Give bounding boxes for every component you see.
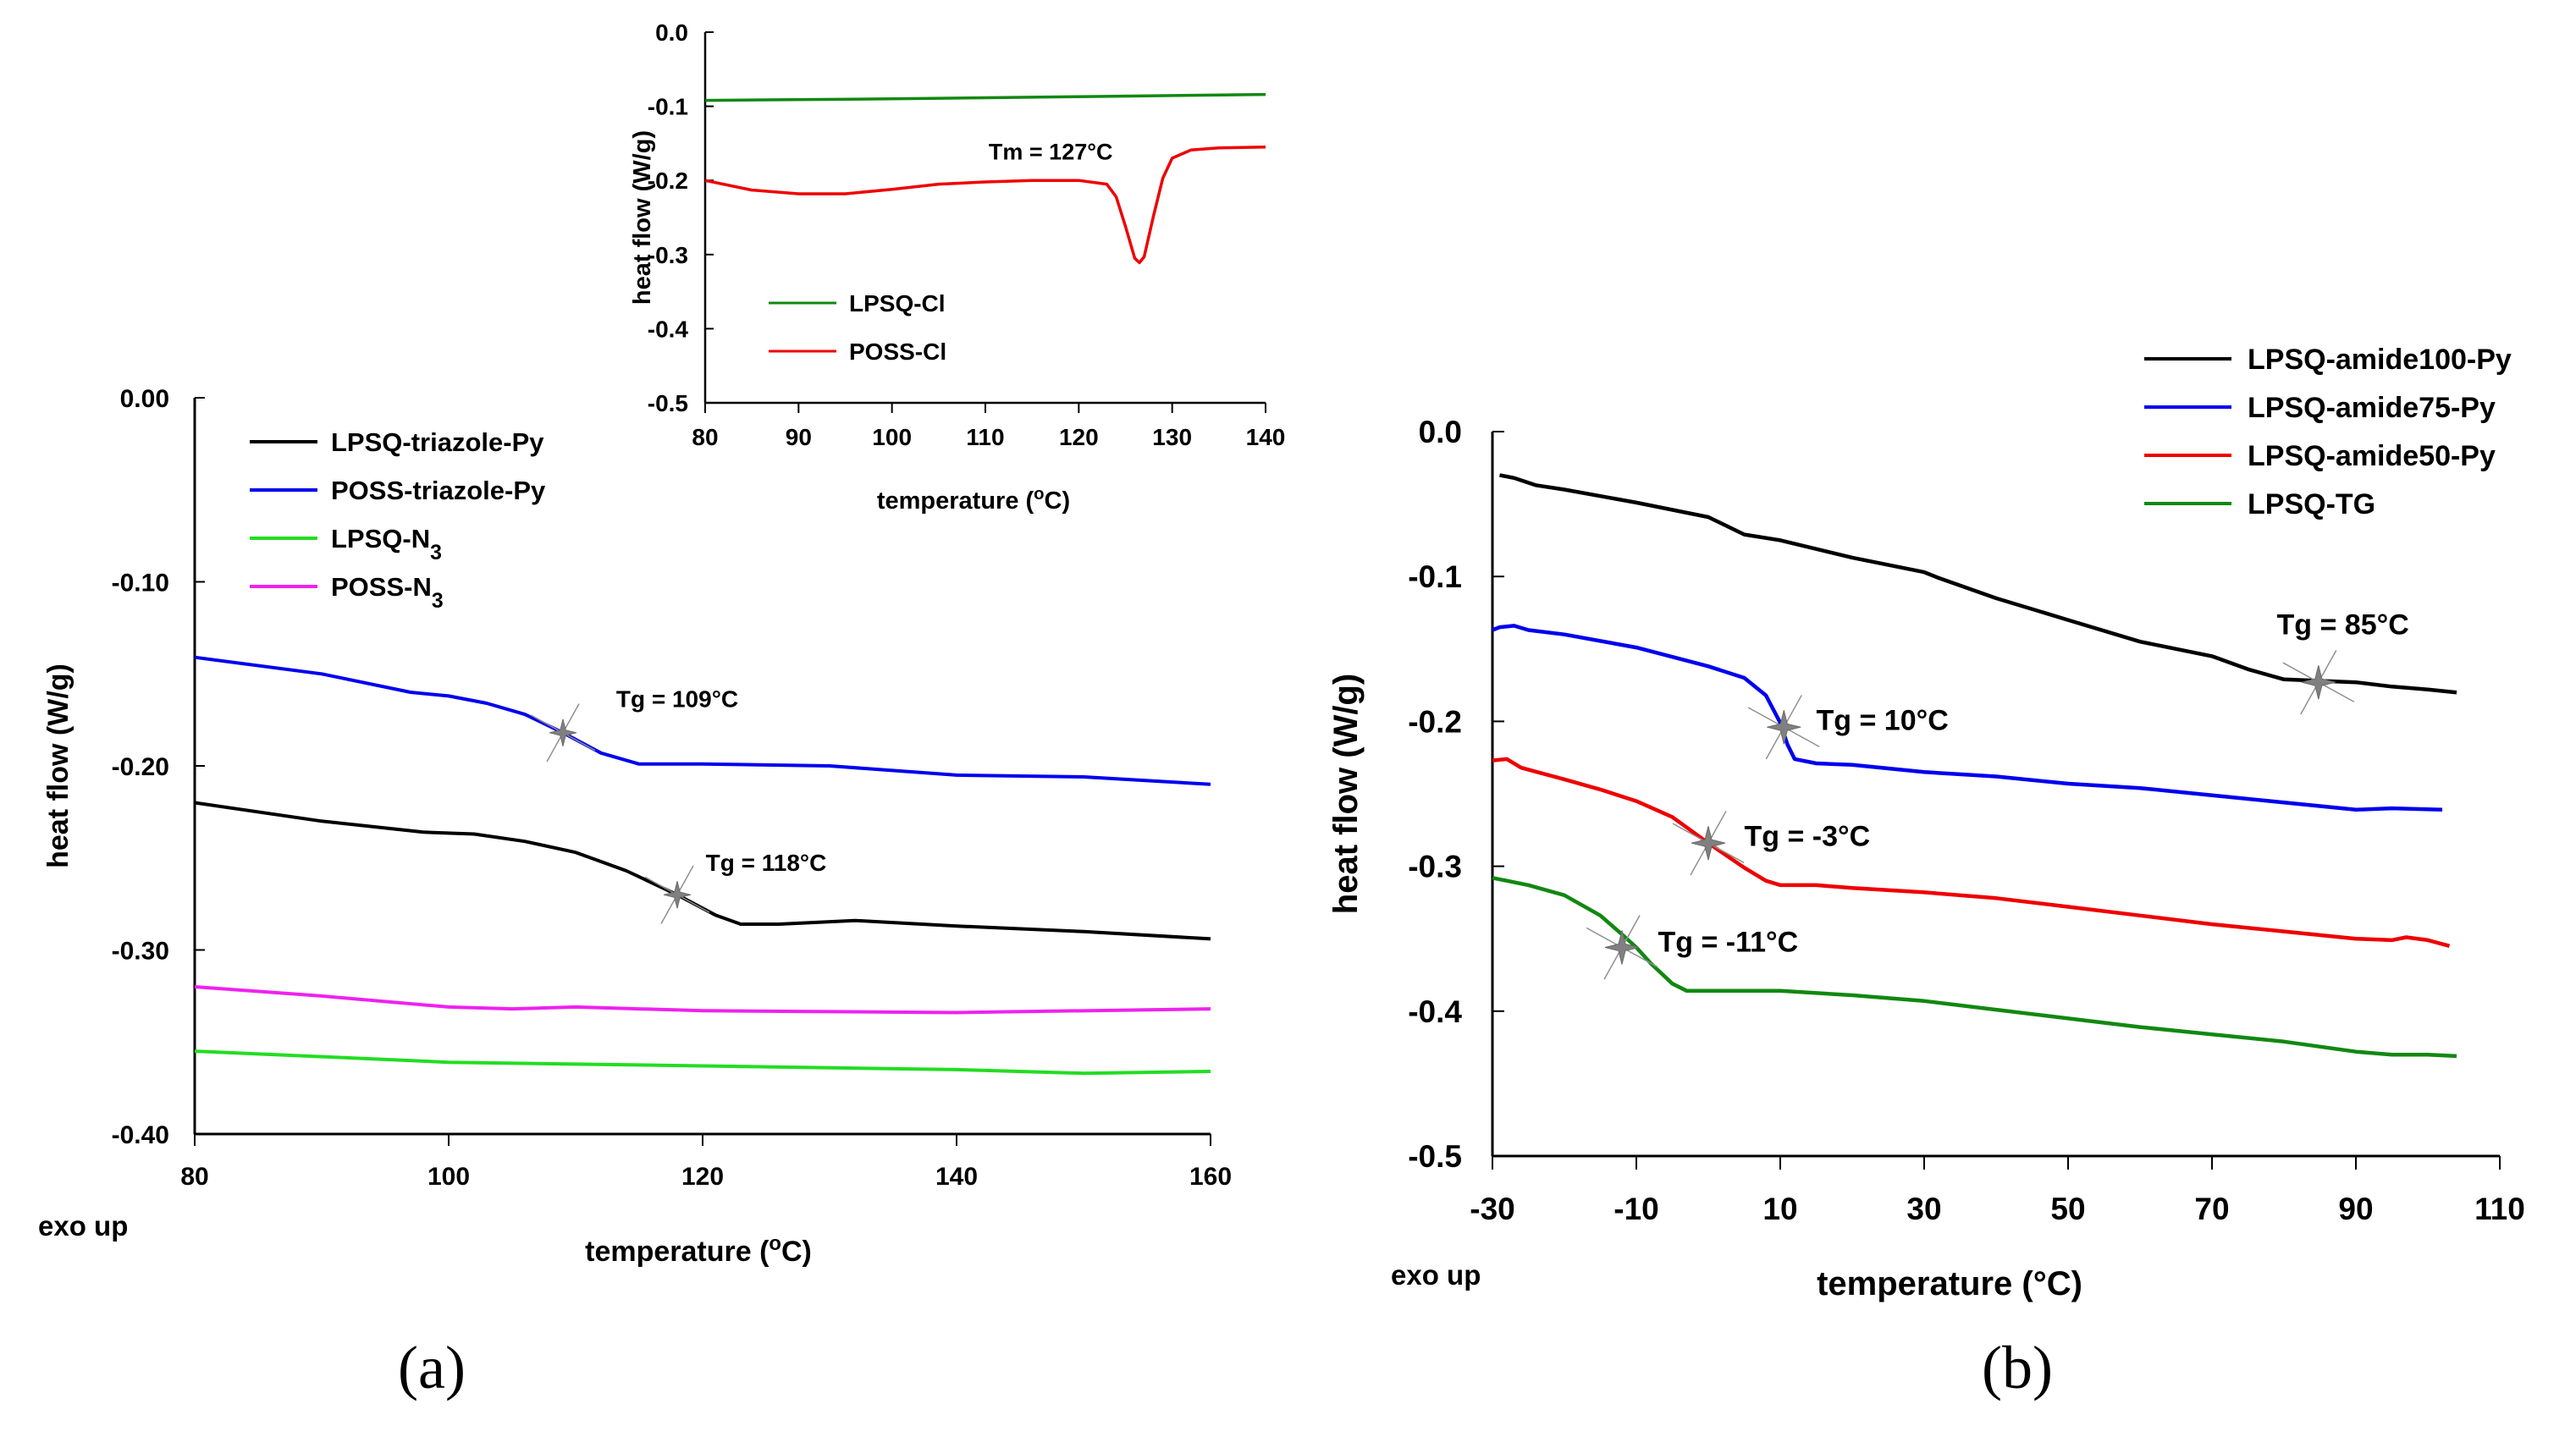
a-series-line-4 <box>194 985 1211 1015</box>
b-series-line-3 <box>1492 757 2451 948</box>
a-exo-label: exo up <box>38 1210 128 1242</box>
b-legend-label-1: LPSQ-amide100-Py <box>2248 344 2512 376</box>
b-x-tick-label: -30 <box>1470 1192 1514 1226</box>
chart-a: 0.00 -0.10 -0.20 -0.30 -0.40 80 100 120 140 160 he… <box>38 385 1232 1401</box>
inset-x-tick-label: 130 <box>1152 424 1192 450</box>
inset-legend-label-1: LPSQ-Cl <box>849 290 946 317</box>
a-y-axis-label: heat flow (W/g) <box>42 663 74 868</box>
b-y-tick-label: -0.5 <box>1408 1139 1462 1174</box>
b-annotation-label-4: Tg = -11°C <box>1658 927 1799 959</box>
b-tg-marker-2 <box>1767 710 1801 745</box>
chart-a-inset: 0.0 -0.1 -0.2 -0.3 -0.4 -0.580 90 100 110 120 130 1… <box>629 19 1285 515</box>
b-series-line-2 <box>1492 624 2443 812</box>
b-annotation-label-1: Tg = 85°C <box>2277 609 2409 641</box>
b-x-tick-label: 30 <box>1906 1192 1941 1226</box>
inset-y-axis-label: heat flow (W/g) <box>629 130 656 305</box>
inset-x-tick-label: 110 <box>966 424 1004 450</box>
b-y-axis-label: heat flow (W/g) <box>1327 674 1365 914</box>
inset-y-tick-label: 0.0 <box>655 19 688 46</box>
b-x-tick-label: 50 <box>2050 1192 2085 1226</box>
a-y-tick-label: 0.00 <box>120 385 169 413</box>
b-x-axis-label: temperature (°C) <box>1817 1265 2082 1302</box>
a-y-tick-label: -0.40 <box>112 1121 169 1149</box>
b-tg-marker-3 <box>1691 826 1726 861</box>
a-x-tick-label: 160 <box>1189 1163 1232 1191</box>
a-series-line-3 <box>194 1049 1211 1076</box>
inset-x-tick-label: 140 <box>1246 424 1286 450</box>
inset-y-tick-label: -0.3 <box>648 242 688 268</box>
b-y-tick-label: -0.1 <box>1408 559 1462 594</box>
b-y-tick-label: 0.0 <box>1419 415 1462 449</box>
a-x-tick-label: 100 <box>427 1163 470 1191</box>
a-y-tick-label: -0.10 <box>112 570 169 597</box>
a-annotation-label-1: Tg = 109°C <box>616 685 738 712</box>
b-legend-label-3: LPSQ-amide50-Py <box>2248 440 2496 472</box>
a-x-tick-label: 120 <box>681 1163 724 1191</box>
b-x-tick-label: 10 <box>1762 1192 1797 1226</box>
inset-legend-label-2: POSS-Cl <box>849 339 946 365</box>
chart-b: 0.0 -0.1 -0.2 -0.3 -0.4 -0.5-30 -10 10 30 50 70 90 1… <box>1327 344 2525 1401</box>
a-x-tick-label: 140 <box>935 1163 978 1191</box>
inset-x-tick-label: 100 <box>872 424 912 450</box>
b-tg-marker-1 <box>2301 665 2336 700</box>
inset-x-tick-label: 80 <box>692 424 718 450</box>
b-panel-label: (b) <box>1982 1334 2053 1401</box>
b-annotation-label-2: Tg = 10°C <box>1817 705 1949 737</box>
a-tg-marker-1 <box>549 718 577 746</box>
b-series-line-1 <box>1499 473 2457 695</box>
inset-y-tick-label: -0.2 <box>648 168 688 194</box>
a-tg-marker-2 <box>663 881 692 909</box>
a-legend-label-2: POSS-triazole-Py <box>331 476 546 505</box>
a-legend-label-1: LPSQ-triazole-Py <box>331 427 544 457</box>
inset-y-tick-label: -0.5 <box>648 390 688 416</box>
inset-y-tick-label: -0.1 <box>648 94 688 120</box>
inset-series-line-1 <box>704 92 1266 102</box>
a-legend-label-3: LPSQ-N3 <box>331 524 442 564</box>
inset-x-tick-label: 90 <box>786 424 812 450</box>
b-series-line-4 <box>1492 876 2457 1059</box>
inset-annotation-label-1: Tm = 127°C <box>989 140 1113 165</box>
inset-y-tick-label: -0.4 <box>648 316 689 342</box>
a-series-line-1 <box>194 801 1211 941</box>
b-x-tick-label: 110 <box>2474 1192 2525 1226</box>
b-x-tick-label: 90 <box>2338 1192 2373 1226</box>
b-exo-label: exo up <box>1391 1259 1481 1291</box>
a-legend-label-4: POSS-N3 <box>331 572 444 613</box>
a-x-tick-label: 80 <box>180 1163 208 1191</box>
inset-x-tick-label: 120 <box>1059 424 1099 450</box>
a-x-axis-label: temperature (oC) <box>585 1232 812 1269</box>
inset-series-line-2 <box>704 146 1266 265</box>
b-legend-label-4: LPSQ-TG <box>2248 488 2375 520</box>
a-series-line-2 <box>194 655 1211 786</box>
b-annotation-label-3: Tg = -3°C <box>1745 821 1871 853</box>
b-tg-marker-4 <box>1604 930 1640 965</box>
inset-x-axis-label: temperature (oC) <box>877 485 1070 515</box>
b-x-tick-label: 70 <box>2194 1192 2229 1226</box>
a-panel-label: (a) <box>398 1334 466 1401</box>
a-y-tick-label: -0.30 <box>112 938 169 966</box>
b-legend-label-2: LPSQ-amide75-Py <box>2248 392 2496 424</box>
a-y-tick-label: -0.20 <box>112 753 169 781</box>
b-x-tick-label: -10 <box>1613 1192 1658 1226</box>
b-y-tick-label: -0.4 <box>1408 994 1462 1029</box>
a-annotation-label-2: Tg = 118°C <box>706 850 827 876</box>
b-y-tick-label: -0.3 <box>1408 850 1462 884</box>
b-y-tick-label: -0.2 <box>1408 704 1462 739</box>
